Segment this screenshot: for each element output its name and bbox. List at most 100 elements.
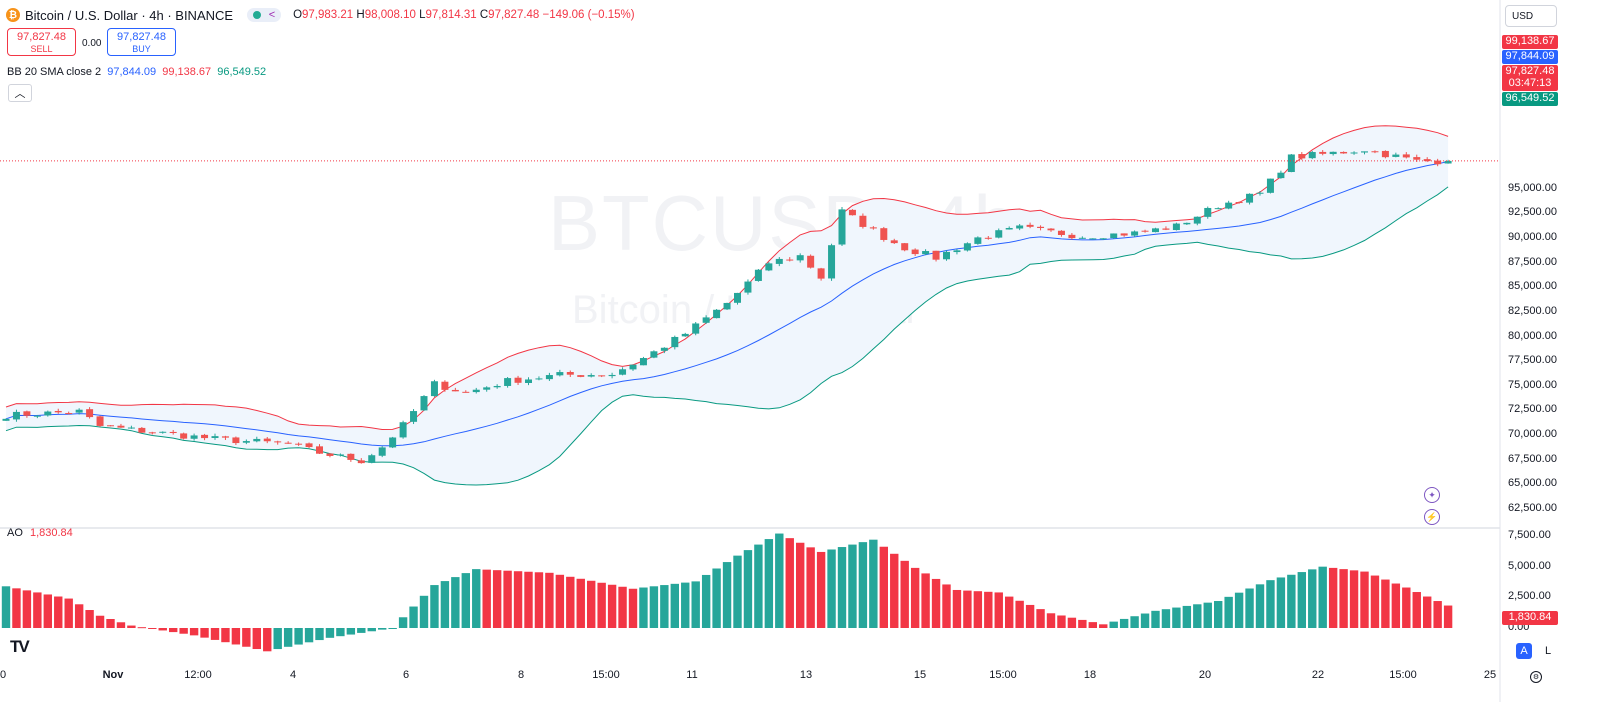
ao-bar [388,628,397,629]
candle [107,425,114,427]
ao-bar [398,617,408,628]
time-axis-label: 22 [1311,669,1325,681]
market-status[interactable]: < [247,8,282,22]
currency-selector[interactable]: USD [1505,5,1557,27]
price-axis-label: 62,500.00 [1508,502,1557,514]
bb-name: BB 20 SMA close 2 [7,66,102,78]
candle [472,389,480,393]
candle [1371,151,1379,153]
ao-legend[interactable]: AO 1,830.84 [7,527,73,539]
price-axis-label: 65,000.00 [1508,477,1557,490]
candle [441,381,449,390]
candle [1329,151,1337,155]
ao-bar [43,594,52,628]
ao-bar [158,628,167,631]
ao-bar [74,604,84,628]
candle [953,250,961,253]
ao-bar [1172,607,1181,628]
ao-histogram [1,533,1453,652]
candle [775,258,783,264]
ao-bar [513,571,523,628]
time-axis-label: 20 [1198,669,1212,681]
ao-bar [628,588,638,628]
ao-bar [1328,567,1338,628]
price-axis-label: 72,500.00 [1508,403,1557,416]
time-axis-label: 25 [1483,669,1497,681]
candle [995,230,1003,238]
candle [65,413,73,415]
log-scale-button[interactable]: L [1544,645,1552,657]
candle [326,453,334,456]
candle [211,436,219,439]
ao-bar [12,588,21,628]
price-axis-label: 77,500.00 [1508,354,1557,367]
bb-legend[interactable]: BB 20 SMA close 2 97,844.09 99,138.67 96… [7,66,266,78]
ao-bar [503,570,512,628]
candle [1361,151,1368,153]
ao-bar [1423,596,1432,628]
ao-bar [712,568,721,628]
ao-bar [419,595,429,628]
time-axis-label: 0 [0,669,7,681]
candle [242,441,250,443]
candle [671,336,679,348]
sell-price: 97,827.48 [17,31,66,43]
candle [1047,228,1055,231]
candle [1350,152,1358,154]
ao-bar [95,615,105,628]
ao-bar [722,562,732,628]
candle [681,333,689,337]
ao-bar [1255,584,1265,628]
candle [378,447,386,456]
symbol-title[interactable]: Bitcoin / U.S. Dollar · 4h · BINANCE [25,7,234,23]
candle [608,374,616,377]
lightning-icon[interactable]: ⚡ [1424,509,1440,525]
ao-bar [848,544,857,628]
ao-bar [524,571,533,628]
candle [1434,160,1442,165]
ao-bar [1245,588,1254,628]
ao-bar [367,628,376,632]
ao-bar [1308,569,1317,628]
ao-bar [973,591,983,628]
candle [253,438,261,442]
ao-bar [701,574,711,628]
candle [44,411,52,416]
candle [148,432,156,434]
candle [1057,230,1065,235]
candle [232,437,240,444]
candle [1392,154,1400,157]
collapse-legend-button[interactable]: ︿ [8,84,32,102]
auto-scale-button[interactable]: A [1516,643,1532,659]
ao-value-tag: 1,830.84 [1502,611,1558,625]
ao-bar [1130,616,1139,628]
ao-bar [461,573,470,628]
ao-bar [1370,575,1380,628]
ao-bar [106,619,115,628]
gear-icon[interactable]: ⚙ [1530,671,1542,683]
ao-bar [64,598,73,628]
candle [305,443,313,448]
sparkle-icon[interactable]: ✦ [1424,487,1440,503]
ao-bar [179,628,188,634]
buy-button[interactable]: 97,827.48 BUY [107,28,176,56]
symbol-header: ₿ Bitcoin / U.S. Dollar · 4h · BINANCE <… [6,6,635,24]
candle [984,237,992,239]
ao-bar [910,567,920,628]
time-axis-label: Nov [102,669,124,681]
tradingview-logo-icon[interactable]: TV [10,637,30,656]
ao-bar [1067,617,1077,628]
ao-bar [900,560,909,628]
candle [221,436,229,438]
candle [1308,152,1316,159]
ao-bar [785,538,794,628]
time-axis-label: 12:00 [184,669,212,681]
candlestick-series [2,150,1452,464]
sell-button[interactable]: 97,827.48 SELL [7,28,76,56]
time-axis-label: 18 [1083,669,1097,681]
ao-bar [931,578,941,628]
ao-bar [639,587,648,628]
candle [1193,216,1201,224]
ao-bar [796,542,805,628]
